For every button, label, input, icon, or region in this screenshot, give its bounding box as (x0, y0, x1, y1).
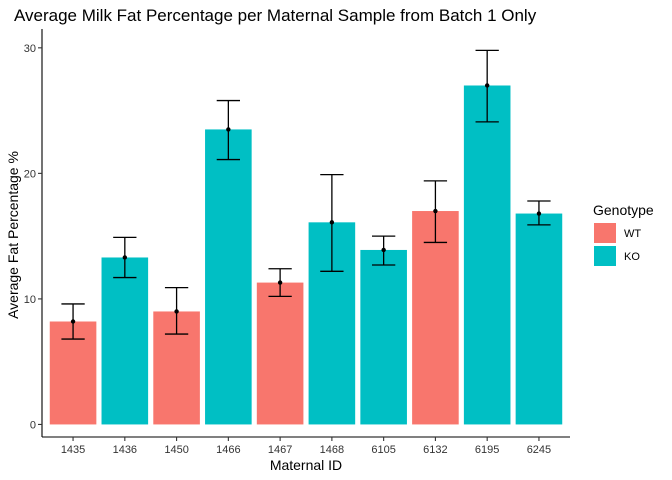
mean-point-1436 (122, 255, 128, 260)
mean-point-6105 (381, 247, 386, 253)
chart-title: Average Milk Fat Percentage per Maternal… (14, 6, 537, 25)
bar-6105 (360, 249, 407, 425)
mean-point-6195 (484, 83, 490, 88)
mean-point-1467 (277, 280, 283, 285)
x-tick-label-1450: 1450 (164, 444, 188, 456)
x-tick-label-1466: 1466 (216, 444, 240, 456)
legend-label-ko: KO (624, 251, 640, 263)
y-tick-label-20: 20 (24, 168, 36, 180)
x-tick-label-6245: 6245 (527, 444, 551, 456)
legend-label-wt: WT (624, 228, 641, 240)
x-tick-label-6132: 6132 (423, 444, 447, 456)
mean-point-1450 (174, 309, 179, 314)
axes: 0 10 20 30 1435 1436 1450 1466 1467 1468 6105 6132 6… (24, 29, 570, 456)
mean-point-1435 (70, 319, 76, 324)
bar-1467 (256, 282, 304, 425)
bar-6132 (412, 211, 459, 425)
mean-point-6132 (433, 208, 438, 214)
mean-point-1468 (329, 220, 335, 225)
x-tick-label-1436: 1436 (113, 444, 137, 456)
x-tick-label-6195: 6195 (475, 444, 499, 456)
bar-1436 (101, 257, 149, 425)
bar-6195 (463, 85, 511, 425)
legend-key-ko (594, 246, 616, 266)
legend-title: Genotype (593, 202, 654, 218)
legend: Genotype WT KO (593, 202, 654, 266)
plot-area (49, 49, 563, 425)
y-tick-label-0: 0 (30, 419, 36, 431)
y-tick-label-30: 30 (24, 43, 36, 55)
legend-key-wt (594, 223, 616, 243)
y-tick-label-10: 10 (24, 294, 36, 306)
x-tick-label-1468: 1468 (320, 444, 344, 456)
bar-6245 (515, 213, 563, 425)
bar-1466 (205, 129, 252, 425)
mean-point-1466 (226, 127, 231, 132)
y-axis-title: Average Fat Percentage % (5, 151, 21, 319)
x-tick-label-6105: 6105 (371, 444, 395, 456)
mean-point-6245 (536, 211, 542, 216)
x-tick-label-1435: 1435 (61, 444, 85, 456)
x-axis-title: Maternal ID (270, 457, 342, 473)
x-tick-label-1467: 1467 (268, 444, 292, 456)
